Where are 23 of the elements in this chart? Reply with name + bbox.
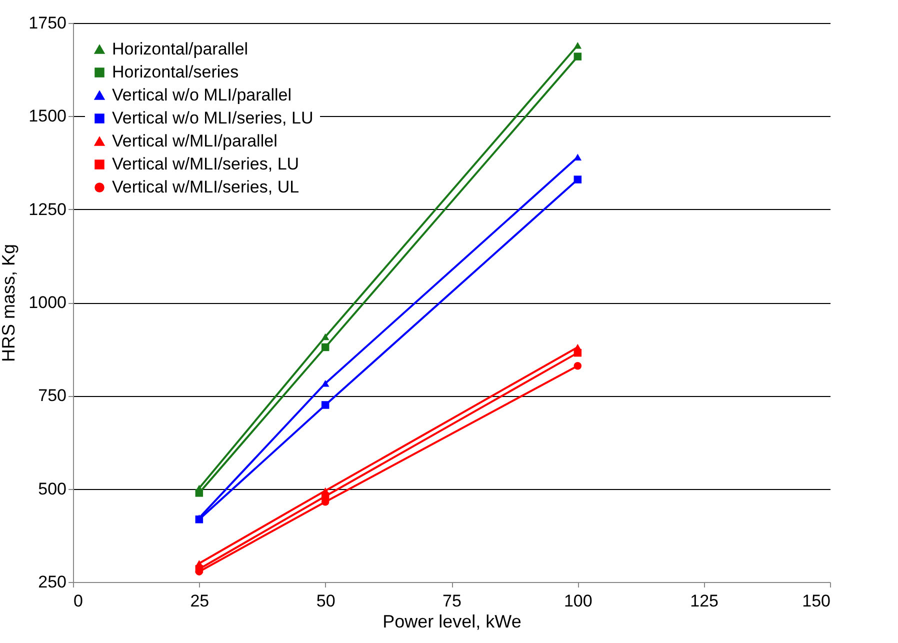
y-tick-label: 1000: [28, 293, 66, 312]
legend-label: Vertical w/o MLI/series, LU: [112, 108, 314, 128]
y-axis-title: HRS mass, Kg: [0, 244, 19, 362]
y-tick-label: 750: [38, 386, 66, 406]
y-tick-label: 500: [38, 479, 66, 498]
x-tick-label: 25: [190, 592, 210, 610]
x-tick-label: 150: [802, 592, 830, 610]
y-tick-label: 250: [38, 572, 66, 592]
x-tick-label: 100: [564, 592, 592, 610]
y-tick-label: 1750: [28, 14, 66, 32]
x-tick-label: 50: [316, 592, 336, 610]
legend-label: Vertical w/o MLI/parallel: [112, 86, 292, 104]
legend-label: Vertical w/MLI/series, UL: [112, 178, 300, 196]
x-tick-label: 0: [74, 592, 83, 610]
y-tick-label: 1500: [28, 106, 66, 126]
legend-label: Vertical w/MLI/series, LU: [112, 154, 300, 174]
x-tick-label: 125: [690, 592, 719, 610]
y-tick-label: 1250: [28, 200, 66, 219]
legend-label: Vertical w/MLI/parallel: [112, 132, 278, 150]
x-tick-label: 75: [442, 592, 462, 610]
legend-label: Horizontal/series: [112, 62, 239, 82]
legend-label: Horizontal/parallel: [112, 40, 248, 58]
x-axis-title: Power level, kWe: [382, 612, 522, 632]
